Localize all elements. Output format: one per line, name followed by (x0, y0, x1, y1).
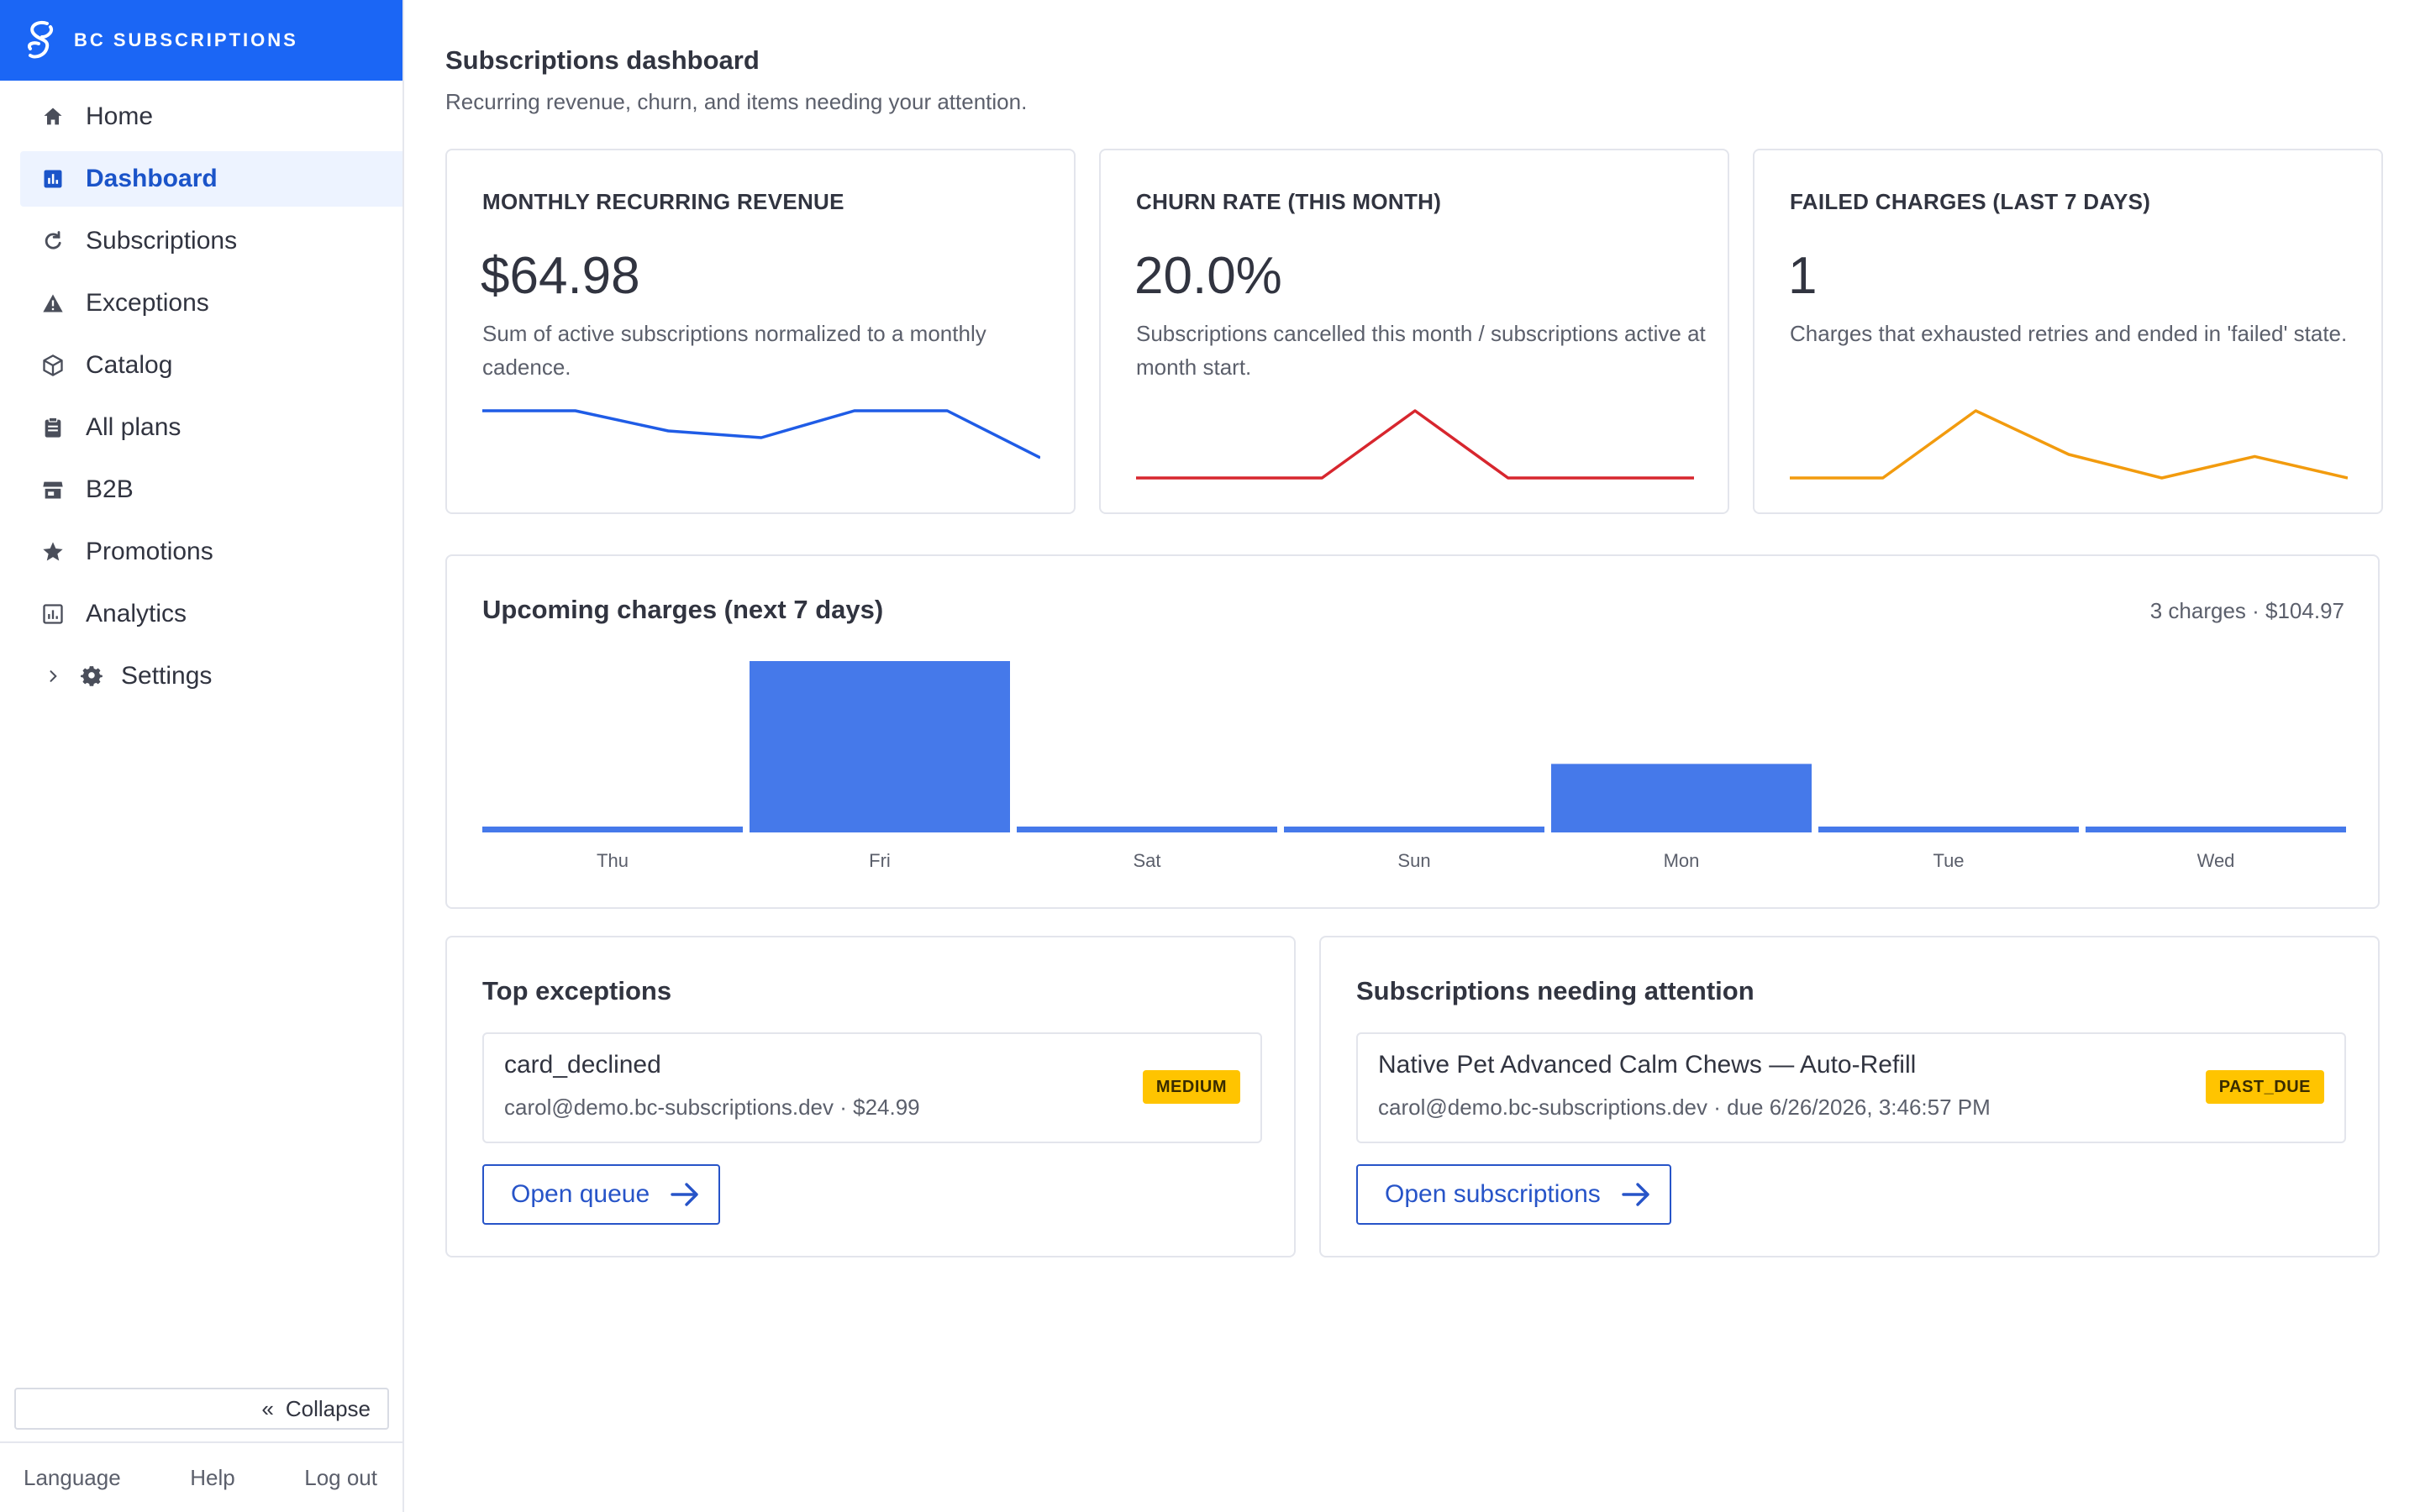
upcoming-charges-chart: Thu Fri Sat Sun Mon Tue Wed (482, 661, 2346, 871)
brand-header[interactable]: BC SUBSCRIPTIONS (0, 0, 402, 81)
metric-value: 20.0% (1134, 247, 1282, 305)
day-label-tue: Tue (1933, 850, 1964, 871)
bar-sun[interactable] (1284, 827, 1544, 832)
sidebar-item-label: Analytics (86, 600, 187, 627)
home-icon (40, 104, 66, 129)
sidebar-footer: Language Help Log out (0, 1441, 402, 1512)
open-subscriptions-button[interactable]: Open subscriptions (1356, 1164, 1671, 1225)
chevron-right-icon[interactable] (44, 667, 62, 685)
metric-label: MONTHLY RECURRING REVENUE (482, 189, 844, 214)
page-subtitle: Recurring revenue, churn, and items need… (445, 89, 1028, 114)
analytics-icon (40, 601, 66, 627)
sidebar-item-analytics[interactable]: Analytics (20, 586, 402, 642)
language-link[interactable]: Language (24, 1464, 121, 1490)
sidebar-item-label: Promotions (86, 538, 213, 565)
sidebar-item-label: All plans (86, 413, 182, 441)
bar-mon[interactable] (1551, 764, 1812, 832)
arrow-right-icon (1622, 1183, 1649, 1206)
upcoming-charges-card: Upcoming charges (next 7 days) 3 charges… (445, 554, 2380, 909)
metric-description: Charges that exhausted retries and ended… (1790, 321, 2348, 346)
star-icon (40, 539, 66, 564)
metric-description: Subscriptions cancelled this month / sub… (1136, 321, 1706, 380)
sidebar-item-label: Dashboard (86, 165, 218, 192)
brand-name: BC SUBSCRIPTIONS (74, 29, 298, 50)
sidebar-item-catalog[interactable]: Catalog (20, 338, 402, 393)
bar-chart-icon (40, 166, 66, 192)
sidebar-item-label: Settings (121, 662, 213, 690)
open-queue-button[interactable]: Open queue (482, 1164, 721, 1225)
brand-logo-icon (28, 21, 53, 59)
sparkline-path (1136, 409, 1694, 480)
sidebar-item-label: Exceptions (86, 289, 209, 317)
subscription-meta: carol@demo.bc-subscriptions.dev · due 6/… (1378, 1095, 1991, 1120)
top-exceptions-title: Top exceptions (482, 976, 672, 1005)
metric-label: FAILED CHARGES (LAST 7 DAYS) (1790, 189, 2151, 214)
metric-label: CHURN RATE (THIS MONTH) (1136, 189, 1442, 214)
bar-wed[interactable] (2086, 827, 2346, 832)
sidebar: BC SUBSCRIPTIONS Home Dashboard Subscrip… (0, 0, 404, 1512)
store-icon (40, 477, 66, 502)
refresh-icon (40, 228, 66, 254)
warning-icon (40, 291, 66, 316)
sidebar-item-b2b[interactable]: B2B (20, 462, 402, 517)
sparkline-path (1790, 409, 2348, 480)
exception-item[interactable]: card_declined carol@demo.bc-subscription… (482, 1032, 1262, 1143)
sparkline-path (482, 409, 1040, 459)
subscription-name: Native Pet Advanced Calm Chews — Auto-Re… (1378, 1051, 1917, 1079)
bar-sat[interactable] (1017, 827, 1277, 832)
day-label-thu: Thu (597, 850, 629, 871)
open-queue-label: Open queue (511, 1180, 650, 1208)
sidebar-item-home[interactable]: Home (20, 89, 402, 144)
sidebar-item-label: Catalog (86, 351, 173, 379)
attention-title: Subscriptions needing attention (1356, 976, 1754, 1005)
sidebar-item-label: Subscriptions (86, 227, 238, 255)
upcoming-charges-summary: 3 charges · $104.97 (2149, 598, 2344, 623)
collapse-button[interactable]: « Collapse (14, 1388, 389, 1430)
metric-description: Sum of active subscriptions normalized t… (482, 321, 986, 380)
sidebar-item-subscriptions[interactable]: Subscriptions (20, 213, 402, 269)
attention-item[interactable]: Native Pet Advanced Calm Chews — Auto-Re… (1356, 1032, 2346, 1143)
status-badge: PAST_DUE (2205, 1070, 2324, 1104)
sidebar-item-settings[interactable]: Settings (20, 648, 402, 704)
sidebar-item-all-plans[interactable]: All plans (20, 400, 402, 455)
sidebar-item-dashboard[interactable]: Dashboard (20, 151, 402, 207)
open-subscriptions-label: Open subscriptions (1385, 1180, 1601, 1208)
sidebar-item-label: B2B (86, 475, 134, 503)
sparkline-churn (1136, 409, 1694, 480)
sidebar-item-promotions[interactable]: Promotions (20, 524, 402, 580)
metric-card-failed-charges: FAILED CHARGES (LAST 7 DAYS) 1 Charges t… (1753, 149, 2383, 514)
metric-card-mrr: MONTHLY RECURRING REVENUE $64.98 Sum of … (445, 149, 1076, 514)
help-link[interactable]: Help (190, 1464, 235, 1490)
sparkline-failed-charges (1790, 409, 2348, 480)
day-label-mon: Mon (1664, 850, 1700, 871)
gear-icon (79, 664, 104, 689)
day-label-wed: Wed (2197, 850, 2235, 871)
sidebar-nav: Home Dashboard Subscriptions Exceptions … (0, 89, 402, 704)
clipboard-icon (40, 415, 66, 440)
exception-meta: carol@demo.bc-subscriptions.dev · $24.99 (504, 1095, 920, 1120)
sparkline-mrr (482, 409, 1040, 459)
page-title: Subscriptions dashboard (445, 45, 760, 75)
upcoming-charges-title: Upcoming charges (next 7 days) (482, 595, 884, 624)
box-icon (40, 353, 66, 378)
day-label-sun: Sun (1397, 850, 1430, 871)
day-label-fri: Fri (869, 850, 891, 871)
metric-value: 1 (1788, 247, 1818, 305)
arrow-right-icon (671, 1183, 698, 1206)
collapse-label: Collapse (285, 1395, 371, 1421)
double-chevron-left-icon: « (261, 1395, 274, 1421)
exception-code: card_declined (504, 1051, 661, 1079)
bar-thu[interactable] (482, 827, 743, 832)
sidebar-item-exceptions[interactable]: Exceptions (20, 276, 402, 331)
sidebar-item-label: Home (86, 102, 154, 130)
bar-tue[interactable] (1818, 827, 2079, 832)
logout-link[interactable]: Log out (304, 1464, 377, 1490)
top-exceptions-card: Top exceptions card_declined carol@demo.… (445, 936, 1296, 1257)
bar-fri[interactable] (750, 661, 1010, 832)
attention-card: Subscriptions needing attention Native P… (1319, 936, 2380, 1257)
day-label-sat: Sat (1133, 850, 1160, 871)
metric-card-churn: CHURN RATE (THIS MONTH) 20.0% Subscripti… (1099, 149, 1729, 514)
severity-badge: MEDIUM (1142, 1070, 1240, 1104)
metric-value: $64.98 (481, 247, 640, 305)
